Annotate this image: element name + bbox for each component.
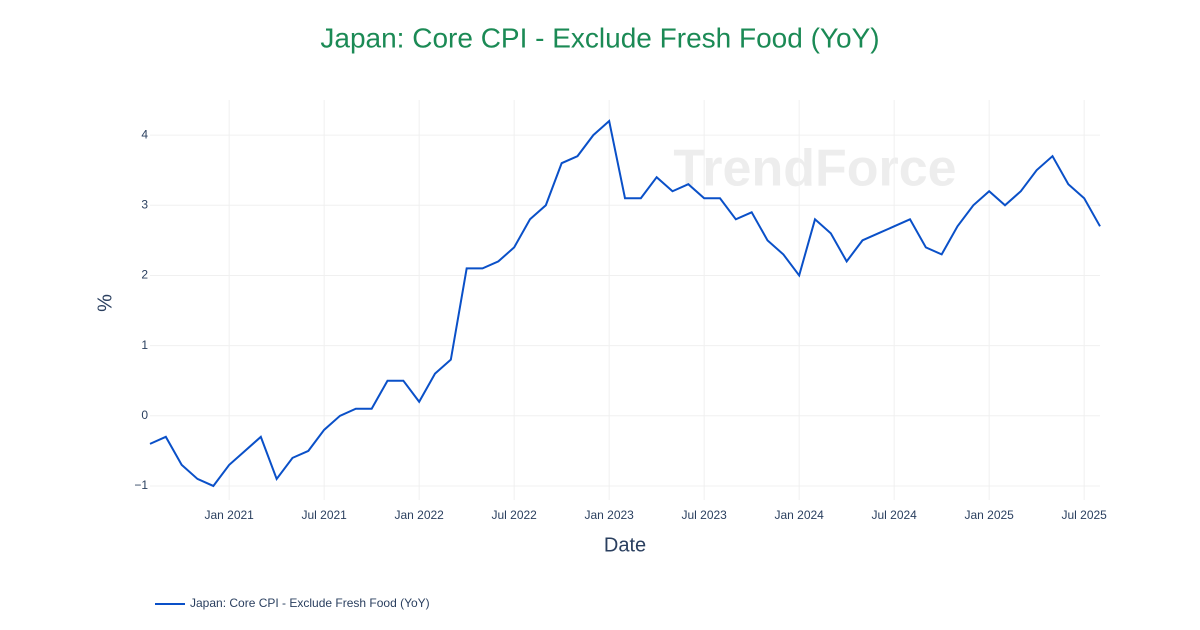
y-tick-label: 1 [141, 338, 148, 352]
x-tick-label: Jan 2021 [204, 508, 254, 522]
line-series [149, 119, 1101, 488]
y-tick-label: 2 [141, 268, 148, 282]
chart-title: Japan: Core CPI - Exclude Fresh Food (Yo… [320, 22, 879, 53]
y-tick-label: 4 [141, 127, 148, 141]
y-tick-label: 3 [141, 197, 148, 211]
x-tick-label: Jul 2022 [491, 508, 537, 522]
y-axis-label: % [94, 294, 116, 312]
x-tick-label: Jan 2022 [394, 508, 444, 522]
legend-label: Japan: Core CPI - Exclude Fresh Food (Yo… [190, 596, 430, 610]
x-tick-label: Jul 2024 [871, 508, 917, 522]
x-tick-label: Jul 2021 [301, 508, 347, 522]
y-tick-label: −1 [134, 478, 148, 492]
y-tick-label: 0 [141, 408, 148, 422]
x-tick-label: Jan 2023 [584, 508, 634, 522]
x-tick-label: Jul 2023 [681, 508, 727, 522]
x-tick-label: Jul 2025 [1061, 508, 1107, 522]
x-tick-label: Jan 2025 [964, 508, 1014, 522]
watermark: TrendForce [673, 140, 956, 198]
x-axis-label: Date [604, 534, 646, 556]
x-tick-label: Jan 2024 [774, 508, 824, 522]
